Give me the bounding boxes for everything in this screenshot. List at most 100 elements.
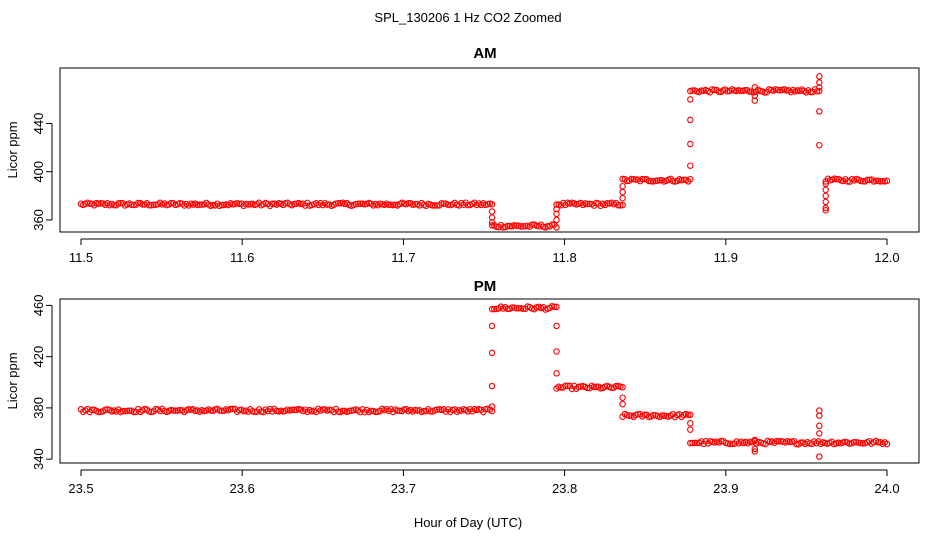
am-data-point: [354, 200, 362, 208]
panel-pm-data-points: [77, 303, 891, 460]
am-data-point: [323, 201, 331, 208]
pm-data-point: [551, 303, 558, 310]
pm-data-point: [126, 407, 133, 414]
pm-data-point: [687, 426, 694, 433]
am-data-point: [816, 108, 823, 115]
am-data-point: [619, 182, 626, 190]
pm-data-point: [590, 383, 598, 391]
am-data-point: [857, 177, 864, 185]
am-data-point: [139, 201, 146, 208]
panel-pm-plot-frame: [59, 298, 920, 464]
am-data-point: [511, 222, 518, 229]
pm-data-point: [625, 412, 633, 419]
am-data-point: [715, 88, 723, 95]
pm-x-tick-label: 24.0: [874, 481, 899, 496]
pm-data-point: [726, 440, 734, 448]
am-y-tick-label: 400: [31, 161, 46, 183]
pm-data-point: [816, 422, 823, 430]
pm-x-tick-label: 23.5: [68, 481, 93, 496]
pm-y-tick-label: 420: [31, 346, 46, 368]
pm-data-point: [797, 439, 805, 446]
am-data-point: [519, 222, 527, 230]
am-data-point: [877, 178, 884, 185]
pm-y-tick-label: 380: [31, 397, 46, 419]
am-data-point: [816, 84, 823, 91]
am-data-point: [617, 202, 624, 209]
am-data-point: [687, 140, 694, 148]
pm-data-point: [488, 349, 496, 357]
am-data-point: [385, 201, 392, 208]
pm-data-point: [488, 407, 496, 415]
am-data-point: [411, 201, 419, 208]
am-data-point: [488, 219, 496, 226]
am-data-point: [488, 200, 496, 208]
am-data-point: [513, 222, 520, 229]
pm-data-point: [553, 303, 560, 311]
pm-data-point: [207, 407, 214, 414]
am-data-point: [389, 201, 397, 209]
pm-y-tick-label: 340: [31, 448, 46, 470]
pm-data-point: [859, 440, 866, 447]
pm-data-point: [553, 370, 560, 377]
am-x-tick-label: 12.0: [874, 250, 899, 265]
pm-data-point: [619, 400, 626, 408]
pm-data-point: [290, 406, 298, 414]
pm-data-point: [857, 439, 864, 447]
am-data-point: [816, 79, 823, 86]
pm-data-point: [766, 438, 774, 446]
pm-data-point: [488, 382, 496, 390]
am-data-point: [647, 177, 655, 185]
am-data-point: [429, 202, 436, 209]
pm-data-point: [660, 412, 668, 420]
pm-data-point: [793, 440, 800, 448]
am-data-point: [548, 221, 556, 228]
pm-data-point: [684, 411, 692, 418]
pm-data-point: [691, 439, 699, 447]
am-data-point: [431, 202, 439, 209]
am-data-point: [864, 176, 871, 184]
am-data-point: [859, 177, 867, 185]
am-data-point: [619, 194, 626, 202]
pm-data-point: [775, 438, 782, 445]
pm-data-point: [786, 438, 794, 446]
am-data-point: [822, 207, 829, 214]
am-data-point: [499, 224, 507, 231]
am-data-point: [488, 222, 496, 229]
pm-data-point: [491, 305, 498, 313]
am-y-tick-label: 440: [31, 113, 46, 135]
am-y-tick-label: 360: [31, 209, 46, 231]
am-data-point: [833, 175, 840, 183]
pm-data-point: [751, 436, 759, 444]
panel-am-data-points: [77, 73, 891, 231]
pm-data-point: [229, 405, 236, 413]
pm-data-point: [687, 411, 694, 418]
am-data-point: [751, 84, 759, 91]
am-data-point: [872, 177, 880, 185]
pm-data-point: [319, 406, 327, 413]
pm-x-tick-label: 23.7: [391, 481, 416, 496]
pm-data-point: [227, 405, 234, 413]
pm-data-point: [394, 407, 401, 414]
pm-data-point: [130, 408, 138, 416]
am-data-point: [774, 86, 782, 94]
am-data-point: [737, 87, 744, 95]
am-x-tick-label: 11.8: [552, 250, 576, 265]
pm-data-point: [612, 382, 620, 390]
am-data-point: [115, 200, 122, 207]
am-data-point: [290, 200, 298, 208]
pm-data-point: [883, 440, 891, 448]
am-data-point: [242, 200, 250, 208]
pm-data-point: [119, 407, 127, 415]
panel-pm-y-axis-label: Licor ppm: [5, 352, 20, 409]
am-data-point: [334, 199, 342, 207]
am-data-point: [488, 208, 496, 215]
am-data-point: [645, 177, 653, 185]
am-data-point: [689, 87, 696, 94]
am-data-point: [603, 200, 611, 207]
pm-data-point: [216, 407, 223, 414]
am-data-point: [687, 96, 694, 103]
pm-data-point: [687, 420, 694, 427]
am-data-point: [656, 176, 664, 184]
pm-data-point: [288, 406, 296, 413]
am-data-point: [356, 200, 364, 207]
